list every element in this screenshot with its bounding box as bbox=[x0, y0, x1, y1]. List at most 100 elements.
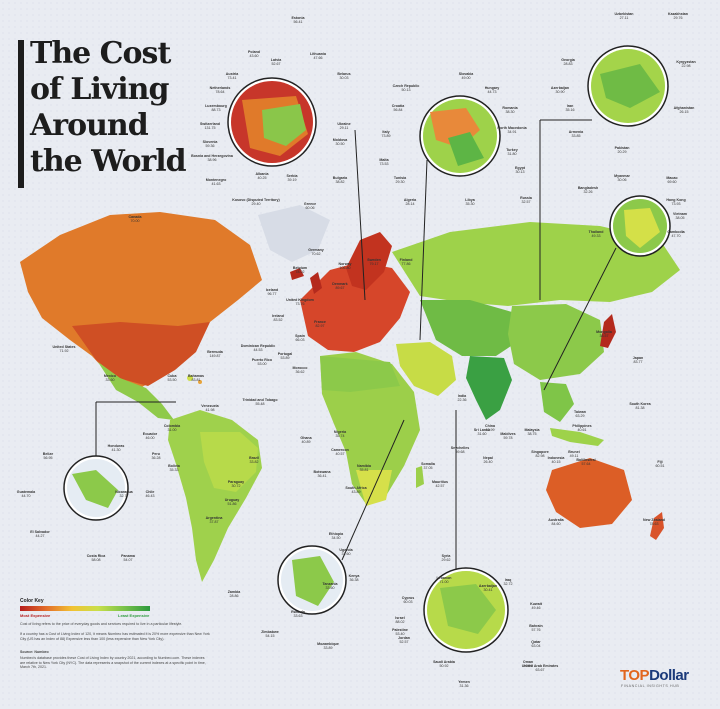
country-index-value: 59.78 bbox=[503, 436, 513, 440]
country-index-value: 49.46 bbox=[531, 606, 541, 610]
country-name: Algeria bbox=[403, 198, 417, 202]
country-label: Hungary 44.73 bbox=[485, 86, 500, 94]
country-name: Germany bbox=[308, 248, 324, 252]
country-index-value: 60.03 bbox=[403, 600, 413, 604]
country-label: Mongolia 38.57 bbox=[596, 330, 612, 338]
country-label: Switzerland 131.75 bbox=[200, 122, 220, 130]
country-label: New Zealand 78.63 bbox=[643, 518, 665, 526]
country-label: Belarus 30.03 bbox=[337, 72, 350, 80]
country-index-value: 30.50 bbox=[335, 142, 345, 146]
country-index-value: 73.76 bbox=[295, 302, 305, 306]
country-name: Bolivia bbox=[168, 464, 180, 468]
country-label: France 82.97 bbox=[314, 320, 326, 328]
country-label: Tanzania 33.60 bbox=[322, 582, 337, 590]
country-name: Canada bbox=[128, 215, 142, 219]
country-label: Thailand 49.33 bbox=[589, 230, 604, 238]
country-index-value: 44.73 bbox=[487, 90, 497, 94]
country-label: Panama 54.07 bbox=[121, 554, 135, 562]
country-index-value: 36.41 bbox=[317, 474, 327, 478]
country-label: Canada 70.00 bbox=[129, 215, 142, 223]
country-name: Russia bbox=[520, 196, 532, 200]
logo-top: TOP bbox=[620, 667, 650, 684]
country-name: Oman bbox=[522, 660, 534, 664]
country-label: Saudi Arabia 50.92 bbox=[433, 660, 455, 668]
country-index-value: 82.98 bbox=[535, 454, 545, 458]
iceland bbox=[290, 268, 304, 280]
country-name: Israel bbox=[395, 616, 405, 620]
country-label: Kazakhstan 29.76 bbox=[668, 12, 688, 20]
country-name: Rwanda bbox=[291, 610, 305, 614]
country-name: Bahrain bbox=[529, 624, 543, 628]
country-name: Seychelles bbox=[450, 446, 470, 450]
country-name: Finland bbox=[399, 258, 413, 262]
country-label: Montenegro 41.63 bbox=[206, 178, 227, 186]
country-index-value: 96.77 bbox=[267, 292, 277, 296]
country-name: Trinidad and Tobago bbox=[242, 398, 278, 402]
country-name: Nepal bbox=[483, 456, 493, 460]
country-index-value: 59.68 bbox=[455, 450, 465, 454]
country-name: Uruguay bbox=[224, 498, 240, 502]
country-label: Cambodia 47.70 bbox=[667, 230, 684, 238]
country-name: Switzerland bbox=[200, 122, 220, 126]
country-name: Ethiopia bbox=[328, 532, 344, 536]
country-label: Mexico 33.60 bbox=[104, 374, 116, 382]
country-name: Cuba bbox=[167, 374, 177, 378]
country-index-value: 84.60 bbox=[551, 522, 561, 526]
country-label: Armenia 33.85 bbox=[569, 130, 583, 138]
north-america bbox=[20, 212, 262, 388]
country-index-value: 35.33 bbox=[169, 468, 179, 472]
country-index-value: 31.60 bbox=[477, 432, 487, 436]
usa bbox=[72, 322, 210, 386]
madagascar bbox=[416, 466, 424, 488]
country-index-value: 30.13 bbox=[515, 170, 525, 174]
country-name: Argentina bbox=[205, 516, 223, 520]
country-label: Japan 83.77 bbox=[633, 356, 643, 364]
country-name: Hong Kong bbox=[666, 198, 686, 202]
country-index-value: 53.50 bbox=[167, 378, 177, 382]
country-name: Mauritius bbox=[432, 480, 448, 484]
country-index-value: 29.11 bbox=[339, 126, 349, 130]
country-name: Fiji bbox=[657, 460, 663, 464]
country-name: Hungary bbox=[484, 86, 500, 90]
country-index-value: 56.84 bbox=[393, 108, 403, 112]
country-label: Netherlands 78.64 bbox=[210, 86, 231, 94]
country-name: Bangladesh bbox=[577, 186, 599, 190]
country-label: Kyrgyzstan 22.98 bbox=[676, 60, 695, 68]
indonesia bbox=[550, 428, 604, 446]
country-label: Cameroon 40.57 bbox=[331, 448, 349, 456]
country-label: Qatar 63.04 bbox=[531, 640, 540, 648]
country-label: Bahamas 83.81 bbox=[188, 374, 204, 382]
country-index-value: 38.30 bbox=[505, 110, 515, 114]
country-name: Zambia bbox=[227, 590, 241, 594]
country-name: Iran bbox=[566, 104, 574, 108]
callout-southeast-asia bbox=[543, 195, 671, 391]
title-line-2: of Living bbox=[30, 72, 169, 107]
country-index-value: 32.77 bbox=[119, 494, 129, 498]
country-name: Iceland bbox=[265, 288, 279, 292]
country-label: Argentina 37.87 bbox=[206, 516, 223, 524]
country-name: Somalia bbox=[421, 462, 435, 466]
country-index-value: 29.30 bbox=[395, 180, 405, 184]
country-name: Georgia bbox=[561, 58, 575, 62]
country-index-value: 52.57 bbox=[399, 640, 409, 644]
country-index-value: 38.05 bbox=[675, 216, 685, 220]
country-index-value: 30.72 bbox=[231, 484, 241, 488]
country-name: New Zealand bbox=[643, 518, 665, 522]
country-index-value: 73.93 bbox=[671, 202, 681, 206]
australia bbox=[546, 458, 632, 528]
country-name: Qatar bbox=[531, 640, 541, 644]
country-index-value: 30.90 bbox=[555, 90, 565, 94]
country-name: Kosovo (Disputed Territory) bbox=[232, 198, 280, 202]
country-index-value: 38.96 bbox=[207, 158, 217, 162]
country-index-value: 44.27 bbox=[35, 534, 45, 538]
country-label: Algeria 28.14 bbox=[404, 198, 416, 206]
country-label: Spain 66.03 bbox=[295, 334, 305, 342]
country-name: Honduras bbox=[107, 444, 125, 448]
greenland bbox=[258, 205, 330, 262]
country-index-value: 29.62 bbox=[441, 558, 451, 562]
country-name: Puerto Rico bbox=[251, 358, 273, 362]
country-label: Cuba 53.50 bbox=[168, 374, 177, 382]
country-name: Taiwan bbox=[574, 410, 586, 414]
country-name: Namibia bbox=[357, 464, 371, 468]
